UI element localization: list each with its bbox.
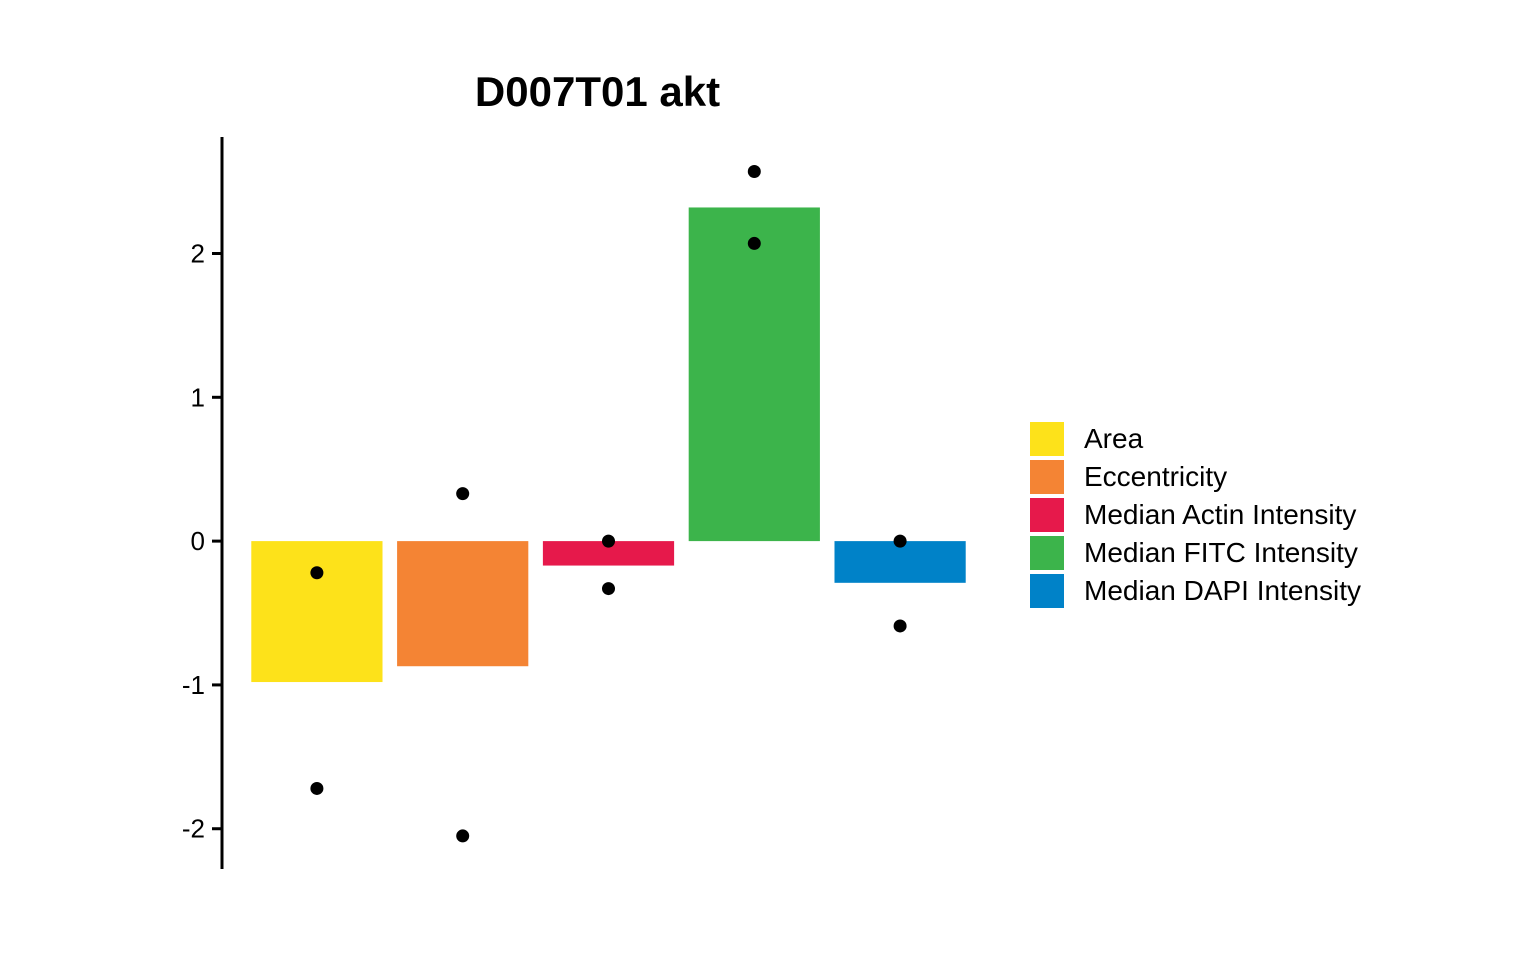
y-tick-label: 1	[191, 382, 205, 412]
point-median-actin-intensity-1	[602, 534, 615, 548]
legend-swatch	[1030, 422, 1064, 456]
y-tick-label: -2	[182, 814, 205, 844]
point-area-2	[310, 781, 324, 795]
y-tick-label: 0	[191, 526, 205, 556]
bar-median-fitc-intensity	[688, 207, 820, 542]
y-axis-ticks: -2 -1 0 1 2	[182, 238, 222, 844]
point-median-dapi-intensity-2	[893, 619, 907, 633]
bar-eccentricity	[397, 541, 529, 667]
point-median-actin-intensity-2	[602, 582, 615, 596]
bar-median-dapi-intensity	[834, 541, 966, 583]
legend-swatch	[1030, 460, 1064, 494]
legend-item-eccentricity: Eccentricity	[1030, 458, 1361, 496]
point-median-dapi-intensity-1	[893, 534, 907, 548]
legend-item-median-fitc-intensity: Median FITC Intensity	[1030, 534, 1361, 572]
bar-area	[251, 541, 383, 683]
point-eccentricity-1	[456, 487, 470, 501]
y-tick-label: -1	[182, 670, 205, 700]
legend-label: Median FITC Intensity	[1084, 537, 1358, 568]
chart-title: D007T01 akt	[474, 68, 721, 115]
points-layer	[310, 165, 907, 843]
point-area-1	[310, 566, 324, 580]
legend-item-median-dapi-intensity: Median DAPI Intensity	[1030, 572, 1361, 610]
legend-label: Area	[1084, 423, 1144, 454]
point-eccentricity-2	[456, 829, 470, 843]
legend: Area Eccentricity Median Actin Intensity Me…	[1030, 420, 1361, 610]
legend-item-median-actin-intensity: Median Actin Intensity	[1030, 496, 1361, 534]
point-median-fitc-intensity-1	[747, 165, 761, 179]
legend-label: Median Actin Intensity	[1084, 499, 1357, 530]
legend-swatch	[1030, 498, 1064, 532]
bars-layer	[251, 207, 966, 683]
y-tick-label: 2	[191, 238, 205, 268]
legend-label: Median DAPI Intensity	[1084, 575, 1362, 606]
legend-item-area: Area	[1030, 420, 1361, 458]
legend-label: Eccentricity	[1084, 461, 1228, 492]
legend-swatch	[1030, 574, 1064, 608]
legend-swatch	[1030, 536, 1064, 570]
point-median-fitc-intensity-2	[747, 236, 761, 250]
